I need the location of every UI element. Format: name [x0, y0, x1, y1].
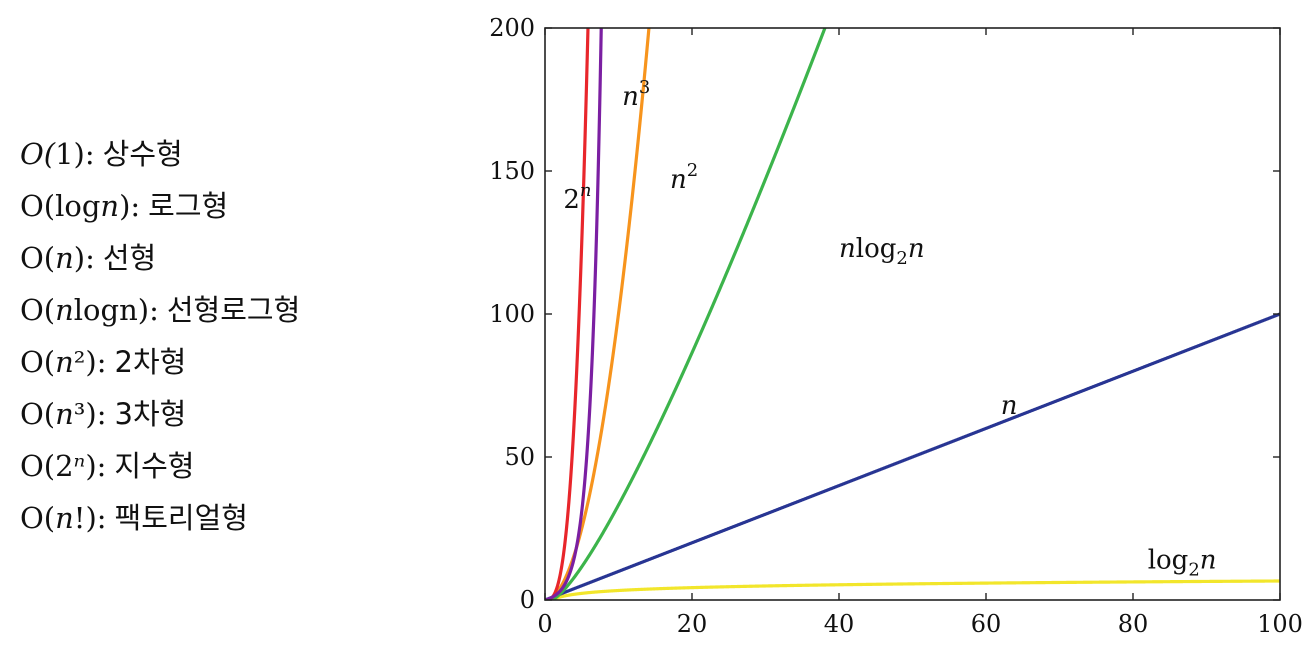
notation-prefix: O( — [20, 137, 56, 171]
x-tick-label: 20 — [677, 610, 708, 638]
notation-suffix: ): — [85, 345, 107, 379]
curve-label: 2n — [563, 180, 591, 215]
notation-suffix: ): — [85, 397, 107, 431]
curve-label: log2n — [1148, 546, 1217, 581]
notation-var: n — [100, 189, 120, 223]
legend-item-cubic: O(n³): 3차형 — [20, 388, 460, 440]
curve-label: n2 — [670, 160, 698, 195]
legend-desc: 선형로그형 — [166, 293, 301, 327]
legend-item-log: O(logn): 로그형 — [20, 180, 460, 232]
curve-label: n — [1001, 391, 1018, 421]
notation-prefix: O( — [20, 293, 56, 327]
notation-suffix: ): — [85, 449, 107, 483]
legend-item-constant: O(1): 상수형 — [20, 128, 460, 180]
series-line-n — [545, 312, 1280, 600]
curve-label: nlog2n — [839, 234, 925, 269]
legend-desc: 팩토리얼형 — [114, 501, 248, 535]
legend-desc: 선형 — [102, 241, 157, 275]
series-line-log2n — [545, 579, 1280, 600]
plot-frame — [544, 27, 1281, 601]
notation-prefix: O(2 — [20, 449, 74, 483]
legend-desc: 지수형 — [114, 449, 195, 483]
notation-prefix: O( — [20, 345, 56, 379]
series-line-exp2 — [545, 28, 603, 600]
notation-suffix: ): — [73, 137, 95, 171]
notation-rest: ³ — [73, 397, 86, 431]
ticks-group: 0 20 40 60 80 100 0 50 100 150 200 — [489, 14, 1303, 638]
notation-prefix: O(log — [20, 189, 101, 223]
notation-rest: logn — [73, 293, 138, 327]
notation-rest: ! — [73, 501, 86, 535]
y-tick-label: 200 — [489, 14, 535, 42]
notation-prefix: O( — [20, 241, 56, 275]
complexity-legend: O(1): 상수형 O(logn): 로그형 O(n): 선형 O(nlogn): 선형… — [20, 128, 460, 544]
notation-rest: ² — [73, 345, 86, 379]
legend-desc: 상수형 — [102, 137, 183, 171]
legend-item-factorial: O(n!): 팩토리얼형 — [20, 492, 460, 544]
y-tick-label: 0 — [520, 586, 535, 614]
legend-desc: 2차형 — [114, 345, 187, 379]
legend-desc: 로그형 — [148, 189, 229, 223]
x-tick-label: 80 — [1118, 610, 1149, 638]
x-tick-label: 0 — [537, 610, 552, 638]
notation-var: n — [55, 241, 74, 275]
notation-suffix: ): — [137, 293, 159, 327]
notation-var: n — [55, 501, 74, 535]
series-line-n2 — [545, 28, 651, 600]
legend-item-linearithmic: O(nlogn): 선형로그형 — [20, 284, 460, 336]
notation-var: n — [55, 345, 74, 379]
y-tick-label: 50 — [504, 443, 535, 471]
series-line-nlog2n — [545, 28, 827, 600]
notation-prefix: O( — [20, 397, 56, 431]
notation-var: ⁿ — [73, 449, 86, 483]
x-tick-label: 60 — [971, 610, 1002, 638]
x-tick-label: 100 — [1257, 610, 1303, 638]
legend-item-quadratic: O(n²): 2차형 — [20, 336, 460, 388]
y-tick-label: 100 — [489, 300, 535, 328]
notation-var: n — [55, 397, 74, 431]
x-tick-label: 40 — [824, 610, 855, 638]
y-tick-label: 150 — [489, 157, 535, 185]
legend-item-linear: O(n): 선형 — [20, 232, 460, 284]
notation-suffix: ): — [73, 241, 95, 275]
curves-group — [545, 28, 1280, 600]
notation-suffix: ): — [119, 189, 141, 223]
notation-rest: 1 — [55, 137, 74, 171]
notation-var: n — [55, 293, 74, 327]
curve-label: n3 — [622, 77, 650, 112]
notation-prefix: O( — [20, 501, 56, 535]
legend-desc: 3차형 — [114, 397, 187, 431]
notation-suffix: ): — [85, 501, 107, 535]
legend-item-exponential: O(2ⁿ): 지수형 — [20, 440, 460, 492]
